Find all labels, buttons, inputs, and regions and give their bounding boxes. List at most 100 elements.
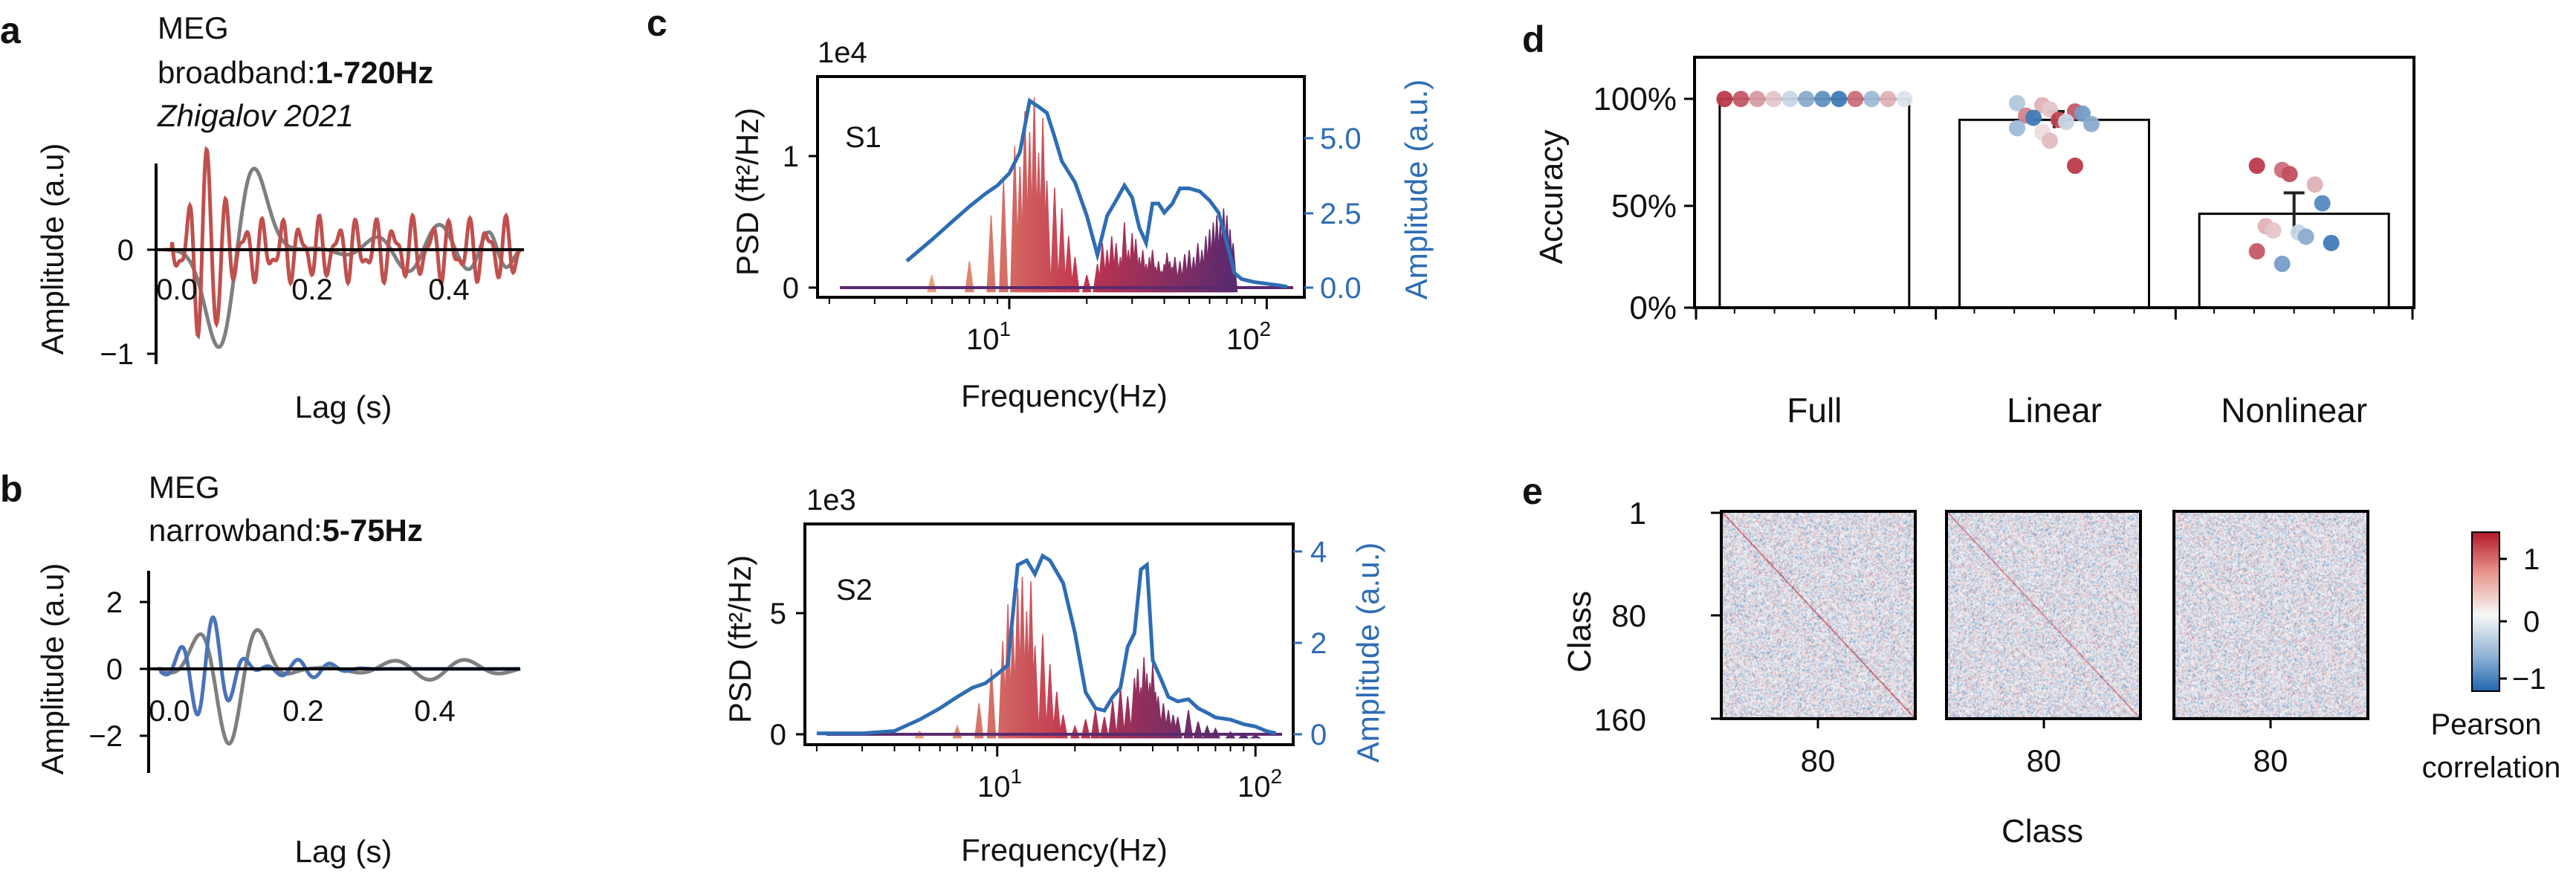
heatmap-nonlinear-xtick-label: 80 [2253, 743, 2288, 778]
panel-c-bottom-frame [803, 522, 1295, 746]
point-linear [2009, 94, 2025, 111]
point-linear [2083, 115, 2100, 132]
panel-c-top-ltick-label-1: 1 [783, 140, 799, 173]
point-full [1847, 91, 1864, 108]
c-bottom-psd-peak [986, 668, 997, 739]
c-bottom-psd-peak [1183, 710, 1194, 739]
colorbar-label-line1: Pearson [2431, 708, 2542, 741]
panel-a-title-line2: broadband:1-720Hz [158, 55, 433, 90]
point-full [1716, 91, 1733, 108]
panel-a-ytick-label-neg1: −1 [100, 338, 134, 371]
panel-e-ytick-label-80: 80 [1611, 598, 1646, 633]
c-bottom-psd-peak [1069, 724, 1080, 739]
heatmap-linear-image [1946, 511, 2140, 719]
c-top-psd-peak [1049, 187, 1060, 293]
panel-c-top-xtick-10-base: 10 [966, 323, 1000, 356]
panel-e-ylabel: Class [1562, 591, 1598, 673]
c-bottom-psd-peak [1090, 710, 1101, 739]
panel-d: d Accuracy 100% 50% 0% Full Linear Nonline… [1522, 19, 2415, 430]
panel-c-top-xtick-10-exp: 1 [999, 317, 1011, 340]
panel-b-ylabel: Amplitude (a.u) [35, 563, 70, 775]
c-bottom-psd-peak [1123, 696, 1133, 739]
panel-a-ylabel: Amplitude (a.u) [35, 143, 70, 355]
c-bottom-psd-peak [1107, 701, 1118, 739]
panel-c-bottom-xtick-label-100: 102 [1237, 765, 1282, 803]
panel-b-xlabel: Lag (s) [295, 834, 392, 869]
panel-c-top-ylabel-left: PSD (ft²/Hz) [730, 108, 765, 276]
panel-c-bottom-ylabel-right: Amplitude (a.u.) [1350, 543, 1385, 763]
heatmap-full-xtick-label: 80 [1801, 743, 1836, 778]
point-full [1765, 91, 1782, 108]
c-top-psd-peak [1042, 181, 1052, 293]
point-full [1749, 91, 1766, 108]
panel-c-top-rtick-label-5: 5.0 [1320, 123, 1362, 155]
heatmap-nonlinear-image [2174, 511, 2368, 719]
colorbar [2471, 531, 2500, 692]
panel-a-title-band: 1-720Hz [316, 55, 434, 90]
point-nonlinear [2314, 195, 2331, 212]
c-bottom-psd-peak [1099, 716, 1110, 739]
panel-e-ytick-label-1: 1 [1629, 496, 1646, 531]
c-top-psd-peak [999, 181, 1009, 293]
point-full [1781, 91, 1799, 108]
panel-c-top-xtick-100-base: 10 [1226, 323, 1260, 356]
point-full [1880, 91, 1897, 108]
panel-c-top-amplitude-line [905, 97, 1288, 289]
panel-c-top-ylabel-right: Amplitude (a.u.) [1399, 80, 1434, 300]
c-bottom-psd-peak [1030, 645, 1040, 739]
panel-c-bottom-amplitude-line [816, 553, 1277, 736]
point-full [1896, 91, 1913, 108]
panel-c-bottom-rtick-label-2: 2 [1310, 627, 1327, 660]
panel-c-bottom-subject-tag: S2 [836, 574, 873, 606]
panel-label-e: e [1522, 470, 1543, 512]
point-nonlinear [2265, 222, 2282, 239]
c-top-psd-peak [1057, 208, 1067, 293]
c-bottom-psd-peak [1173, 716, 1182, 739]
bar-full [1718, 97, 1911, 309]
panel-d-category-labels: Full Linear Nonlinear [1787, 391, 2367, 430]
panel-b-xtick-label-2: 0.4 [414, 695, 456, 728]
panel-b-gray-trace [158, 628, 521, 746]
panel-c-top-minor-ticks [828, 297, 1268, 309]
point-linear [2058, 114, 2074, 131]
panel-d-ytick-label-100: 100% [1593, 81, 1677, 117]
panel-e: e Class 1 80 160 80 80 80 Class [1522, 470, 2560, 849]
c-bottom-psd-peak [974, 703, 984, 739]
panel-b-title-prefix: narrowband: [149, 513, 322, 548]
panel-c-top-xtick-label-10: 101 [966, 317, 1011, 356]
panel-a-title-line1: MEG [158, 10, 229, 45]
panel-c-top-xtick-100-exp: 2 [1259, 317, 1271, 340]
panel-a-xtick-label-1: 0.2 [291, 273, 333, 306]
point-nonlinear [2306, 176, 2323, 193]
panel-c-top: 1e4 S1 1 0 PSD (ft²/Hz) 5.0 2.5 0.0 Ampl… [730, 36, 1434, 413]
panel-c-top-psd-bars [927, 97, 1238, 293]
point-nonlinear [2248, 158, 2265, 175]
panel-c-bottom-minor-ticks [815, 745, 1257, 757]
heatmap-linear-xtick-label: 80 [2027, 743, 2062, 778]
bar-nonlinear [2198, 213, 2390, 309]
c-bottom-psd-peak [1202, 724, 1212, 739]
panel-d-ytick-label-0: 0% [1629, 290, 1677, 326]
c-top-psd-peak [1081, 274, 1092, 293]
point-linear [2025, 109, 2042, 126]
c-bottom-psd-peak [1249, 734, 1262, 739]
category-label-full: Full [1787, 391, 1842, 430]
category-label-nonlinear: Nonlinear [2221, 391, 2367, 430]
c-bottom-psd-peak [1058, 714, 1068, 739]
panel-c-bottom-xtick-100-base: 10 [1237, 771, 1271, 803]
colorbar-tick-label-0: 0 [2523, 606, 2540, 638]
panel-c-bottom-rtick-label-0: 0 [1310, 719, 1327, 751]
panel-c-top-ltick-label-0: 0 [783, 272, 799, 305]
panel-c-top-subject-tag: S1 [845, 121, 881, 154]
c-bottom-psd-peak [1052, 691, 1062, 739]
panel-c-bottom-ylabel-left: PSD (ft²/Hz) [722, 555, 757, 723]
panel-b: b MEG narrowband:5-75Hz Amplitude (a.u) … [0, 468, 521, 869]
colorbar-tick-label-1: 1 [2523, 543, 2540, 576]
panel-a-traces [165, 146, 522, 349]
panel-a-citation: Zhigalov 2021 [157, 98, 354, 133]
panel-b-title-line1: MEG [149, 470, 220, 505]
heatmap-nonlinear: 80 [2172, 510, 2369, 778]
panel-a-xlabel: Lag (s) [295, 389, 392, 424]
panel-b-title-band: 5-75Hz [322, 513, 422, 548]
panel-label-a: a [0, 10, 22, 51]
